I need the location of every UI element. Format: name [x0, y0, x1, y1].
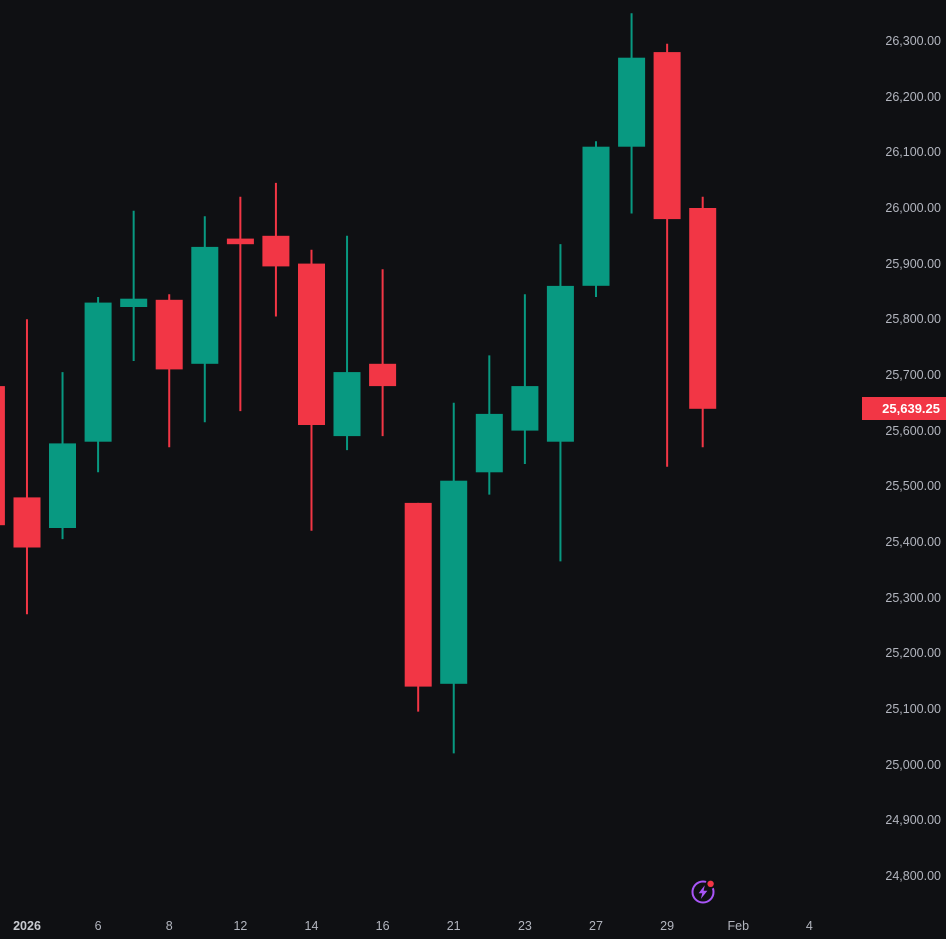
candle-body	[0, 386, 5, 526]
price-axis-label: 24,800.00	[885, 868, 941, 883]
candle-body	[689, 208, 717, 409]
candle-body	[333, 372, 361, 437]
candle	[546, 244, 574, 562]
time-axis-label: 2026	[13, 919, 41, 933]
price-axis-label: 25,100.00	[885, 701, 941, 716]
candle-body	[226, 238, 254, 245]
candle	[155, 294, 183, 448]
candle-body	[582, 146, 610, 286]
price-axis[interactable]: 25,639.25 26,300.00 26,200.00 26,100.00 26,…	[851, 0, 946, 908]
candle	[120, 210, 148, 361]
time-axis-label: 14	[304, 919, 319, 933]
time-axis-label: 16	[375, 919, 390, 933]
candle	[618, 13, 646, 214]
price-axis-label: 25,800.00	[885, 312, 941, 327]
candle	[49, 372, 76, 540]
notification-dot	[707, 880, 714, 887]
candle-body	[404, 502, 432, 687]
time-axis-label: 29	[660, 919, 675, 933]
candle-body	[120, 298, 148, 307]
price-axis-label: 26,000.00	[885, 201, 941, 215]
time-axis-label: 27	[589, 919, 603, 933]
candle	[511, 294, 539, 464]
candle	[369, 269, 397, 437]
price-axis-label: 25,200.00	[885, 646, 941, 661]
time-axis[interactable]: 2026 6 8 12 14 16 21 23 27 29 Feb 4	[0, 908, 946, 939]
lightning-bolt-glyph	[698, 885, 708, 899]
time-axis-label: 12	[233, 919, 248, 933]
candle	[333, 235, 361, 451]
candle-body	[475, 413, 503, 473]
candle	[0, 386, 5, 526]
candle-body	[298, 263, 325, 425]
price-axis-label: 25,900.00	[885, 256, 941, 271]
price-axis-label: 25,000.00	[885, 757, 941, 772]
candle-body	[369, 363, 397, 387]
candle	[653, 43, 681, 467]
candle	[226, 196, 254, 412]
candle-body	[440, 480, 468, 684]
price-axis-label: 25,400.00	[885, 534, 941, 549]
candle	[84, 297, 112, 473]
candle-body	[13, 497, 41, 548]
candle	[404, 502, 432, 712]
time-axis-label: 23	[517, 919, 532, 933]
time-axis-label: Feb	[727, 919, 750, 933]
time-axis-label: 8	[165, 919, 173, 933]
price-axis-label: 25,700.00	[885, 367, 941, 382]
candle-body	[191, 246, 219, 364]
candle	[475, 355, 503, 495]
candle	[298, 249, 325, 531]
candle-body	[155, 299, 183, 370]
time-axis-label: 21	[446, 919, 461, 933]
time-axis-label: 6	[94, 919, 102, 933]
candle	[262, 182, 290, 317]
candle-body	[262, 235, 290, 267]
price-axis-label: 26,300.00	[885, 34, 941, 48]
candle-body	[84, 302, 112, 442]
price-axis-label: 26,200.00	[885, 89, 941, 104]
price-axis-label: 25,300.00	[885, 590, 941, 605]
candle-body	[618, 57, 646, 147]
price-axis-label: 26,100.00	[885, 145, 941, 160]
candle	[582, 141, 610, 297]
price-axis-label: 24,900.00	[885, 813, 941, 828]
price-axis-label: 25,500.00	[885, 479, 941, 494]
candle	[440, 402, 468, 754]
candle	[191, 216, 219, 423]
candle-body	[546, 285, 574, 442]
candle	[13, 319, 41, 615]
candle-body	[49, 443, 76, 528]
candle-body	[653, 52, 681, 220]
events-lightning-icon[interactable]	[688, 877, 718, 907]
last-price-badge: 25,639.25	[862, 397, 946, 421]
time-axis-label: 4	[805, 919, 813, 933]
price-axis-label: 25,600.00	[885, 423, 941, 438]
candle	[689, 196, 717, 448]
candle-body	[511, 386, 539, 431]
